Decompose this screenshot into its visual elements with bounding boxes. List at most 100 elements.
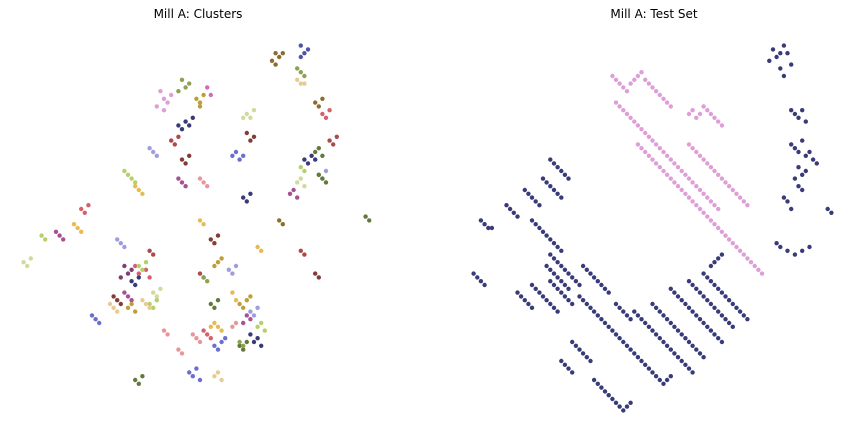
scatter-point — [697, 351, 703, 356]
scatter-point — [244, 313, 249, 318]
scatter-point — [664, 100, 670, 105]
scatter-point — [277, 218, 282, 223]
scatter-point — [668, 320, 673, 326]
scatter-point — [313, 271, 318, 276]
scatter-point — [197, 176, 203, 181]
scatter-point — [792, 252, 798, 257]
scatter-point — [158, 89, 163, 94]
scatter-point — [712, 282, 717, 288]
scatter-point — [262, 328, 267, 333]
scatter-point — [143, 260, 149, 265]
scatter-point — [223, 336, 228, 341]
scatter-point — [75, 225, 80, 231]
scatter-point — [147, 305, 152, 310]
scatter-point — [800, 108, 805, 113]
scatter-point — [93, 317, 98, 322]
scatter-point — [244, 339, 249, 345]
scatter-point — [176, 123, 181, 128]
scatter-point — [562, 362, 568, 367]
scatter-point — [628, 115, 633, 121]
scatter-point — [176, 134, 181, 139]
scatter-point — [537, 290, 542, 295]
scatter-point — [39, 233, 44, 238]
scatter-point — [664, 172, 670, 177]
scatter-point — [661, 96, 666, 102]
scatter-point — [635, 355, 641, 360]
scatter-point — [241, 195, 246, 200]
scatter-point — [97, 320, 102, 326]
scatter-point — [653, 142, 659, 147]
scatter-point — [683, 191, 688, 196]
scatter-point — [28, 256, 33, 261]
scatter-point — [215, 347, 221, 352]
scatter-point — [562, 267, 568, 272]
scatter-point — [313, 157, 318, 162]
scatter-point — [774, 241, 779, 246]
scatter-point — [730, 324, 735, 329]
scatter-point — [295, 180, 300, 185]
scatter-point — [686, 142, 692, 147]
scatter-point — [302, 73, 307, 79]
scatter-point — [584, 301, 589, 307]
scatter-point — [624, 89, 630, 94]
scatter-point — [540, 294, 546, 299]
scatter-point — [327, 108, 332, 113]
scatter-point — [129, 279, 134, 284]
scatter-point — [478, 218, 484, 223]
scatter-point — [562, 282, 568, 288]
scatter-point — [778, 51, 783, 56]
scatter-point — [544, 298, 549, 303]
scatter-point — [82, 210, 88, 215]
scatter-point — [115, 309, 120, 314]
scatter-point — [71, 222, 77, 227]
scatter-point — [559, 168, 564, 174]
scatter-point — [643, 149, 648, 155]
scatter-point — [613, 400, 619, 405]
scatter-point — [136, 271, 141, 276]
scatter-point — [129, 298, 134, 303]
scatter-point — [573, 343, 579, 348]
scatter-point — [646, 134, 652, 139]
scatter-point — [668, 374, 673, 379]
scatter-point — [313, 100, 318, 105]
scatter-point — [675, 294, 681, 299]
scatter-point — [298, 43, 303, 48]
scatter-point — [302, 51, 307, 56]
scatter-point — [154, 104, 159, 109]
scatter-point — [712, 332, 717, 337]
scatter-point — [683, 301, 688, 307]
scatter-point — [690, 108, 695, 113]
scatter-point — [147, 275, 152, 280]
scatter-point — [197, 377, 203, 383]
scatter-point — [653, 374, 659, 379]
scatter-point — [701, 191, 706, 196]
scatter-point — [559, 248, 564, 253]
scatter-point — [697, 111, 703, 117]
scatter-point — [555, 165, 560, 170]
scatter-point — [697, 153, 703, 158]
scatter-point — [716, 336, 721, 341]
scatter-point — [803, 153, 808, 158]
scatter-point — [792, 111, 798, 117]
scatter-point — [694, 203, 699, 208]
scatter-point — [320, 176, 325, 181]
scatter-point — [169, 138, 174, 143]
scatter-point — [551, 187, 557, 193]
scatter-point — [115, 298, 120, 303]
scatter-point — [807, 149, 812, 155]
scatter-point — [190, 115, 195, 121]
scatter-point — [621, 339, 626, 345]
scatter-point — [705, 214, 710, 219]
scatter-point — [302, 252, 307, 257]
scatter-point — [610, 396, 615, 402]
test-set-panel: Mill A: Test Set — [471, 7, 834, 413]
scatter-point — [140, 267, 145, 272]
scatter-point — [646, 153, 652, 158]
scatter-point — [635, 123, 641, 128]
scatter-point — [125, 305, 131, 310]
scatter-point — [471, 271, 476, 276]
scatter-point — [251, 108, 257, 113]
scatter-point — [61, 237, 66, 242]
scatter-point — [796, 184, 801, 189]
scatter-point — [705, 324, 710, 329]
